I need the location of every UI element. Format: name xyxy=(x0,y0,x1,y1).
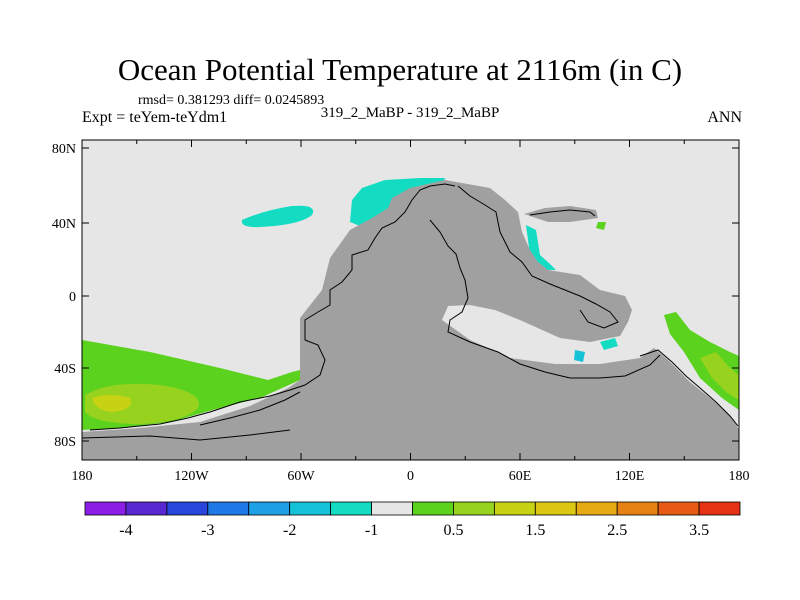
anomaly-patch-cyan-indian xyxy=(600,338,618,350)
land-americas-europe-africa xyxy=(300,180,739,460)
colorbar-label: 1.5 xyxy=(525,522,545,539)
longitude-axis: 180 120W 60W 0 60E 120E 180 xyxy=(72,140,750,484)
colorbar: -4 -3 -2 -1 0.5 1.5 2.5 3.5 xyxy=(84,501,741,539)
colorbar-label: -2 xyxy=(283,522,296,539)
experiment-label: Expt = teYem-teYdm1 xyxy=(82,109,228,126)
coastline-south-america xyxy=(89,339,326,431)
lon-tick-label: 60E xyxy=(509,469,532,484)
lat-tick-label: 40N xyxy=(52,217,76,232)
anomaly-patch-lightblue-indian xyxy=(574,350,585,362)
anomaly-patch-yellowgreen-south-pacific xyxy=(85,383,199,424)
lon-tick-label: 60W xyxy=(287,469,315,484)
lat-tick-label: 40S xyxy=(54,362,76,377)
anomaly-patch-yellowgreen-southwest-pacific xyxy=(700,352,739,400)
coastline-antarctica xyxy=(81,429,291,441)
coastline-australia xyxy=(639,349,739,427)
colorbar-box xyxy=(493,501,536,516)
coastline-americas xyxy=(304,183,456,340)
season-label: ANN xyxy=(707,109,742,126)
colorbar-box xyxy=(207,501,250,516)
colorbar-label: 3.5 xyxy=(689,522,709,539)
land-asia-north xyxy=(524,206,598,222)
anomaly-patch-green-east-asia xyxy=(596,222,606,230)
land-mask xyxy=(82,180,739,460)
colorbar-label: -1 xyxy=(365,522,378,539)
colorbar-box xyxy=(125,501,168,516)
coastline-asia xyxy=(457,185,619,329)
colorbar-box xyxy=(412,501,454,516)
colorbar-box xyxy=(698,501,741,516)
coastlines xyxy=(81,183,739,441)
lat-tick-label: 80S xyxy=(54,435,76,450)
colorbar-label: 2.5 xyxy=(607,522,627,539)
coastline-asia-north xyxy=(529,209,596,217)
colorbar-box xyxy=(575,501,618,516)
lon-tick-label: 120W xyxy=(174,469,209,484)
colorbar-box xyxy=(289,501,332,516)
lat-tick-label: 0 xyxy=(69,290,76,305)
coastline-antarctic-inner xyxy=(199,391,301,426)
anomaly-patch-cyan-pacific xyxy=(241,205,314,228)
case-label: 319_2_MaBP - 319_2_MaBP xyxy=(320,105,500,121)
lon-tick-label: 120E xyxy=(615,469,645,484)
colorbar-box xyxy=(330,501,372,516)
colorbar-box xyxy=(453,501,495,516)
plot-title: Ocean Potential Temperature at 2116m (in… xyxy=(117,52,683,87)
latitude-axis: 80N 40N 0 40S 80S xyxy=(52,142,739,450)
stats-label: rmsd= 0.381293 diff= 0.0245893 xyxy=(138,93,325,108)
lon-tick-label: 180 xyxy=(72,469,93,484)
coastline-africa-europe xyxy=(429,219,661,379)
colorbar-box xyxy=(248,501,291,516)
lat-tick-label: 80N xyxy=(52,142,76,157)
colorbar-box xyxy=(371,501,413,516)
colorbar-box xyxy=(166,501,209,516)
colorbar-box xyxy=(616,501,659,516)
lon-tick-label: 180 xyxy=(729,469,750,484)
anomaly-patch-yellow-south-pacific xyxy=(92,395,131,412)
land-antarctic-shelf xyxy=(82,380,300,460)
colorbar-box xyxy=(657,501,700,516)
colorbar-label: -4 xyxy=(119,522,132,539)
colorbar-label: 0.5 xyxy=(443,522,463,539)
colorbar-box xyxy=(534,501,577,516)
colorbar-box xyxy=(84,501,127,516)
colorbar-label: -3 xyxy=(201,522,214,539)
lon-tick-label: 0 xyxy=(407,469,414,484)
